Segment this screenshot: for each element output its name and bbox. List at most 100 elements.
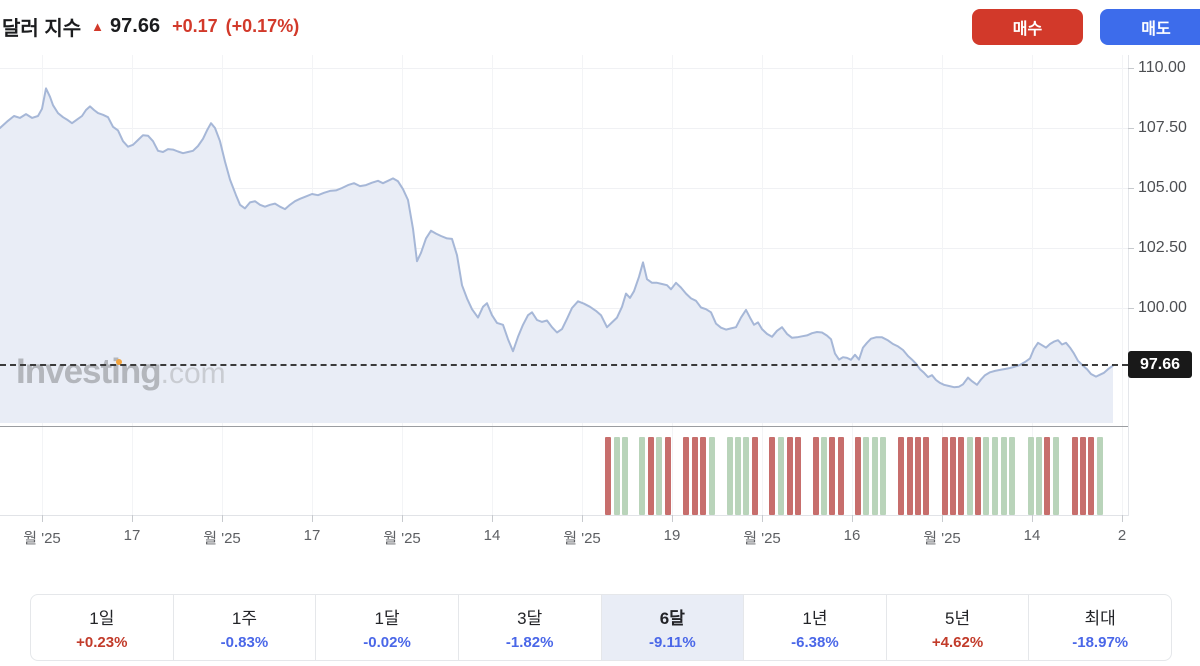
volume-bar-green bbox=[743, 437, 749, 515]
volume-bar-red bbox=[915, 437, 921, 515]
volume-bar-green bbox=[872, 437, 878, 515]
period-tab-percent: -6.38% bbox=[791, 634, 839, 651]
price-line bbox=[0, 87, 1114, 389]
v-gridline bbox=[492, 55, 493, 515]
volume-bar-red bbox=[795, 437, 801, 515]
volume-bar-red bbox=[942, 437, 948, 515]
volume-bar-green bbox=[727, 437, 733, 515]
period-tab-percent: +4.62% bbox=[931, 634, 984, 651]
x-axis-tick-label: 19 bbox=[663, 527, 681, 544]
volume-bar-green bbox=[1053, 437, 1059, 515]
v-gridline bbox=[852, 55, 853, 515]
volume-bar-green bbox=[1001, 437, 1007, 515]
volume-bar-red bbox=[855, 437, 861, 515]
x-axis-tick-label: 월 '25 bbox=[203, 530, 241, 547]
sell-button[interactable]: 매도 bbox=[1100, 9, 1200, 45]
period-tab-label: 1주 bbox=[231, 609, 257, 628]
volume-bar-red bbox=[752, 437, 758, 515]
volume-bar-red bbox=[1072, 437, 1078, 515]
volume-bar-red bbox=[907, 437, 913, 515]
period-tab-label: 1일 bbox=[89, 609, 115, 628]
x-axis-tick-label: 월 '25 bbox=[743, 530, 781, 547]
x-axis-tick-label: 월 '25 bbox=[563, 530, 601, 547]
x-axis-tick bbox=[582, 515, 583, 522]
volume-bar-green bbox=[709, 437, 715, 515]
volume-bar-red bbox=[648, 437, 654, 515]
volume-bar-red bbox=[665, 437, 671, 515]
h-gridline bbox=[0, 248, 1128, 249]
period-tab-1년[interactable]: 1년 -6.38% bbox=[744, 595, 887, 660]
period-tab-최대[interactable]: 최대 -18.97% bbox=[1029, 595, 1171, 660]
y-axis-tick-label: 102.50 bbox=[1138, 239, 1187, 256]
current-price-tag: 97.66 bbox=[1128, 351, 1192, 378]
period-tab-label: 최대 bbox=[1084, 609, 1116, 628]
price-plot bbox=[0, 87, 1114, 424]
x-axis-tick bbox=[1032, 515, 1033, 522]
x-axis-tick-label: 월 '25 bbox=[923, 530, 961, 547]
x-axis-tick bbox=[942, 515, 943, 522]
period-tab-6달[interactable]: 6달 -9.11% bbox=[601, 595, 745, 660]
x-axis-tick-label: 월 '25 bbox=[383, 530, 421, 547]
volume-bar-red bbox=[838, 437, 844, 515]
pane-divider bbox=[0, 426, 1128, 427]
period-tab-label: 6달 bbox=[659, 609, 685, 628]
volume-bar-red bbox=[1044, 437, 1050, 515]
v-gridline bbox=[1122, 55, 1123, 515]
y-axis-tick bbox=[1128, 68, 1134, 69]
volume-bar-green bbox=[821, 437, 827, 515]
watermark-brand: Investing bbox=[16, 352, 162, 391]
volume-bar-red bbox=[958, 437, 964, 515]
volume-bar-green bbox=[622, 437, 628, 515]
volume-bar-green bbox=[735, 437, 741, 515]
price-change-percent: (+0.17%) bbox=[225, 16, 300, 36]
h-gridline bbox=[0, 128, 1128, 129]
volume-bar-red bbox=[769, 437, 775, 515]
volume-bar-red bbox=[787, 437, 793, 515]
volume-bar-red bbox=[692, 437, 698, 515]
investing-watermark: Investing.com bbox=[16, 352, 226, 392]
period-tab-5년[interactable]: 5년 +4.62% bbox=[887, 595, 1030, 660]
period-tab-label: 1년 bbox=[802, 609, 828, 628]
x-axis-tick bbox=[312, 515, 313, 522]
h-gridline bbox=[0, 68, 1128, 69]
buy-button[interactable]: 매수 bbox=[972, 9, 1083, 45]
v-gridline bbox=[942, 55, 943, 515]
period-tab-1달[interactable]: 1달 -0.02% bbox=[316, 595, 459, 660]
volume-bar-green bbox=[614, 437, 620, 515]
v-gridline bbox=[1032, 55, 1033, 515]
volume-bar-red bbox=[700, 437, 706, 515]
y-axis-tick bbox=[1128, 248, 1134, 249]
y-axis-tick-label: 100.00 bbox=[1138, 299, 1187, 316]
y-axis-tick-label: 107.50 bbox=[1138, 119, 1187, 136]
period-tab-1일[interactable]: 1일 +0.23% bbox=[31, 595, 174, 660]
y-axis-tick-label: 110.00 bbox=[1138, 59, 1186, 76]
volume-bar-green bbox=[992, 437, 998, 515]
volume-bar-red bbox=[1080, 437, 1086, 515]
x-axis-tick-label: 17 bbox=[123, 527, 141, 544]
last-price: 97.66 bbox=[110, 15, 161, 37]
volume-bar-red bbox=[683, 437, 689, 515]
volume-bar-green bbox=[880, 437, 886, 515]
v-gridline bbox=[762, 55, 763, 515]
y-axis-tick-label: 105.00 bbox=[1138, 179, 1187, 196]
volume-bar-green bbox=[778, 437, 784, 515]
page-title: 달러 지수 bbox=[2, 18, 82, 40]
instrument-header: 달러 지수 ▲ 97.66 +0.17 (+0.17%) bbox=[2, 12, 299, 41]
period-tab-percent: -18.97% bbox=[1072, 634, 1129, 651]
y-axis-tick bbox=[1128, 308, 1134, 309]
x-axis-tick bbox=[762, 515, 763, 522]
h-gridline bbox=[0, 308, 1128, 309]
period-tab-label: 5년 bbox=[945, 609, 971, 628]
volume-bar-green bbox=[656, 437, 662, 515]
x-axis-tick bbox=[672, 515, 673, 522]
chart-canvas[interactable]: Investing.com 110.00 107.50 105.00 102.50 10… bbox=[0, 0, 1200, 580]
volume-bar-green bbox=[639, 437, 645, 515]
x-axis-tick-label: 14 bbox=[483, 527, 501, 544]
period-tab-percent: -0.02% bbox=[363, 634, 411, 651]
period-tab-percent: +0.23% bbox=[76, 634, 128, 651]
period-tab-3달[interactable]: 3달 -1.82% bbox=[459, 595, 602, 660]
period-tab-percent: -1.82% bbox=[505, 634, 554, 651]
period-tab-1주[interactable]: 1주 -0.83% bbox=[174, 595, 317, 660]
x-axis-tick-label: 14 bbox=[1023, 527, 1041, 544]
